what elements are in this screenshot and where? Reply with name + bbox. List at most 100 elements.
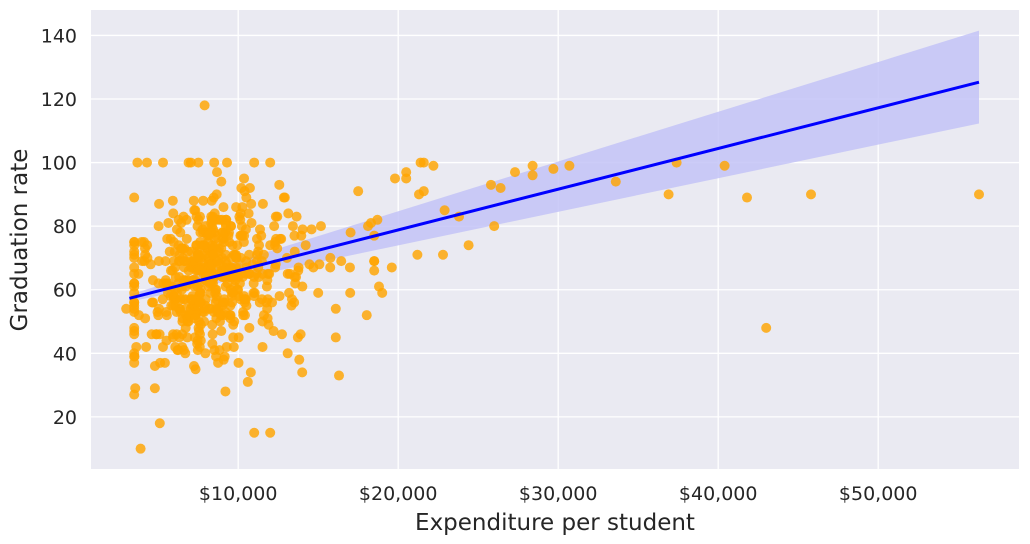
data-point — [186, 294, 197, 305]
data-point — [200, 221, 211, 232]
data-point — [220, 306, 231, 317]
data-point — [412, 249, 423, 260]
data-point — [130, 383, 141, 394]
data-point — [742, 192, 752, 203]
data-point — [135, 443, 146, 454]
data-point — [129, 281, 140, 292]
data-point — [224, 237, 235, 248]
data-point — [129, 192, 140, 203]
data-point — [248, 287, 259, 298]
data-point — [161, 310, 172, 321]
data-point — [220, 386, 231, 397]
data-point — [211, 351, 222, 362]
data-point — [284, 268, 295, 279]
x-tick-label: $50,000 — [839, 483, 918, 505]
data-point — [200, 348, 211, 359]
data-point — [274, 179, 285, 190]
data-point — [228, 332, 239, 343]
data-point — [564, 160, 575, 171]
data-point — [147, 275, 158, 286]
data-point — [141, 341, 152, 352]
data-point — [167, 265, 178, 276]
data-point — [148, 297, 159, 308]
data-point — [160, 256, 171, 267]
data-point — [174, 272, 185, 283]
data-point — [212, 167, 223, 178]
data-point — [163, 217, 174, 228]
data-point — [244, 249, 255, 260]
data-point — [418, 157, 429, 168]
x-axis-label: Expenditure per student — [415, 510, 695, 536]
data-point — [272, 243, 283, 254]
data-point — [353, 186, 364, 197]
data-point — [325, 262, 336, 273]
data-point — [344, 262, 355, 273]
data-point — [274, 291, 285, 302]
data-point — [175, 306, 186, 317]
data-point — [330, 332, 341, 343]
data-point — [154, 329, 165, 340]
data-point — [315, 221, 326, 232]
data-point — [527, 170, 538, 181]
data-point — [325, 252, 336, 263]
data-point — [220, 256, 231, 267]
y-tick-label: 80 — [53, 216, 77, 238]
data-point — [257, 341, 268, 352]
data-point — [463, 240, 474, 251]
data-point — [194, 265, 205, 276]
data-point — [209, 157, 220, 168]
y-tick-label: 100 — [41, 153, 77, 175]
data-point — [249, 427, 260, 438]
data-point — [345, 287, 356, 298]
data-point — [369, 265, 380, 276]
data-point — [231, 252, 242, 263]
data-point — [207, 338, 218, 349]
data-point — [193, 214, 204, 225]
data-point — [336, 256, 347, 267]
data-point — [289, 230, 300, 241]
data-point — [149, 383, 160, 394]
data-point — [418, 186, 429, 197]
data-point — [129, 268, 140, 279]
data-point — [293, 262, 304, 273]
data-point — [129, 297, 140, 308]
data-point — [154, 198, 165, 209]
data-point — [255, 224, 266, 235]
data-point — [121, 303, 132, 314]
data-point — [257, 198, 268, 209]
data-point — [208, 192, 219, 203]
data-point — [495, 183, 506, 194]
data-point — [296, 230, 307, 241]
data-point — [172, 345, 183, 356]
x-tick-label: $20,000 — [359, 483, 438, 505]
x-tick-label: $10,000 — [199, 483, 278, 505]
data-points — [121, 100, 984, 454]
data-point — [228, 319, 239, 330]
y-tick-label: 20 — [53, 407, 77, 429]
data-point — [132, 157, 143, 168]
data-point — [182, 332, 193, 343]
data-point — [272, 211, 283, 222]
data-point — [486, 179, 496, 190]
data-point — [129, 237, 140, 248]
data-point — [268, 326, 279, 337]
data-point — [188, 195, 199, 206]
data-point — [254, 240, 265, 251]
data-point — [401, 173, 412, 184]
data-point — [548, 163, 559, 174]
data-point — [207, 319, 218, 330]
data-point — [129, 357, 140, 368]
data-point — [175, 294, 186, 305]
data-point — [262, 303, 273, 314]
data-point — [369, 256, 380, 267]
data-point — [265, 157, 276, 168]
data-point — [168, 237, 179, 248]
data-point — [377, 287, 388, 298]
data-point — [216, 176, 227, 187]
data-point — [161, 335, 172, 346]
data-point — [256, 294, 267, 305]
data-point — [194, 297, 205, 308]
data-point — [270, 262, 281, 273]
data-point — [330, 303, 341, 314]
